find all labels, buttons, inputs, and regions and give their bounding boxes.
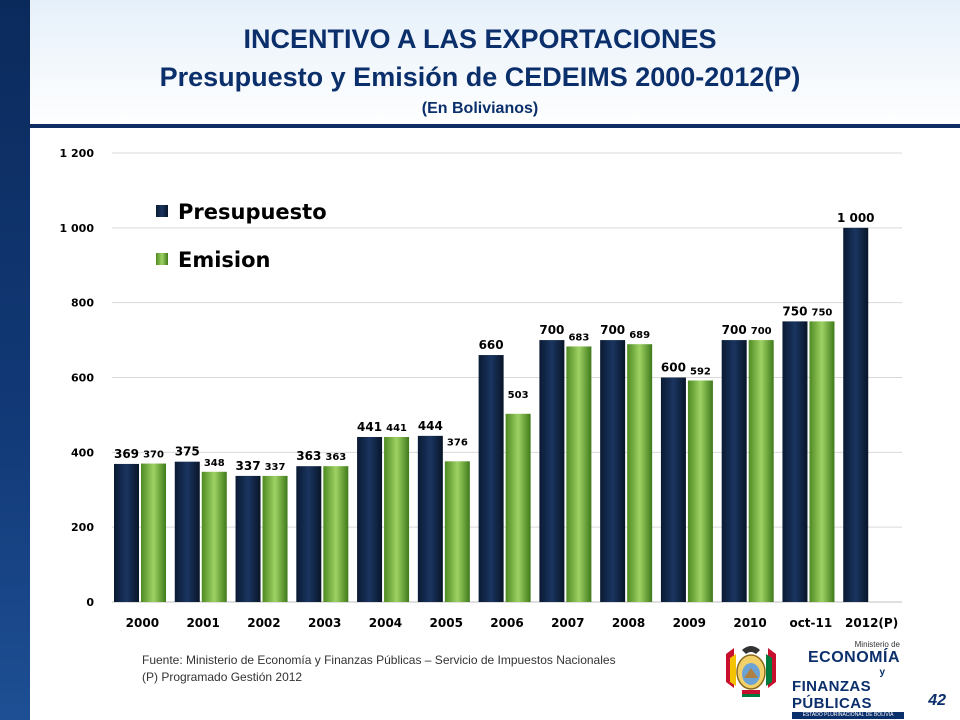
x-tick-label: 2001	[186, 616, 219, 630]
page-title: INCENTIVO A LAS EXPORTACIONES	[243, 24, 717, 54]
data-label-presupuesto: 375	[175, 445, 200, 459]
bar-emision	[505, 413, 531, 602]
data-label-emision: 592	[690, 366, 711, 377]
y-tick-label: 200	[71, 521, 94, 534]
bar-presupuesto	[478, 355, 504, 602]
ministry-finanzas-text: FINANZAS PÚBLICAS	[792, 678, 872, 712]
page-number: 42	[928, 692, 946, 709]
bar-presupuesto	[539, 340, 565, 602]
data-label-emision: 689	[629, 330, 650, 341]
x-tick-label: 2009	[673, 616, 706, 630]
y-tick-label: 1 200	[60, 147, 95, 160]
bar-emision	[262, 475, 288, 602]
x-tick-label: 2000	[126, 616, 159, 630]
bar-emision	[748, 340, 774, 602]
data-label-emision: 348	[204, 458, 225, 469]
data-label-presupuesto: 444	[418, 419, 443, 433]
ministry-economia-text: ECONOMÍA	[808, 649, 900, 666]
x-tick-label: 2006	[490, 616, 523, 630]
data-label-emision: 376	[447, 437, 468, 448]
bar-presupuesto	[782, 321, 808, 602]
data-label-presupuesto: 1 000	[837, 211, 875, 225]
x-tick-label: oct-11	[789, 616, 832, 630]
bar-presupuesto	[660, 377, 686, 602]
bar-presupuesto	[114, 463, 139, 602]
x-tick-label: 2010	[733, 616, 766, 630]
data-label-emision: 503	[508, 390, 529, 401]
data-label-presupuesto: 700	[600, 323, 625, 337]
bar-emision	[566, 346, 592, 602]
bar-chart: 0 200 400 600 800 1 000 1 200 2000 369 370 2001 375…	[60, 147, 902, 630]
legend-swatch-emision	[156, 253, 168, 265]
x-tick-label: 2005	[430, 616, 463, 630]
data-label-presupuesto: 700	[539, 323, 564, 337]
ministry-state-text: ESTADO PLURINACIONAL DE BOLIVIA	[792, 712, 904, 719]
bar-presupuesto	[357, 436, 383, 602]
data-label-emision: 363	[325, 452, 346, 463]
bar-presupuesto	[417, 435, 443, 602]
ministry-y-text: y	[879, 667, 885, 678]
data-label-emision: 700	[751, 326, 772, 337]
bar-emision	[384, 436, 410, 602]
data-label-emision: 683	[568, 332, 589, 343]
y-tick-label: 1 000	[60, 222, 95, 235]
bar-emision	[444, 461, 470, 602]
data-label-emision: 337	[265, 462, 286, 473]
x-tick-label: 2002	[247, 616, 280, 630]
source-note: Fuente: Ministerio de Economía y Finanza…	[142, 652, 616, 686]
x-tick-label: 2003	[308, 616, 341, 630]
data-label-presupuesto: 750	[782, 304, 807, 318]
x-tick-label: 2012(P)	[845, 616, 898, 630]
bar-emision	[627, 344, 653, 602]
data-label-emision: 750	[812, 307, 833, 318]
data-label-emision: 441	[386, 423, 407, 434]
ministry-small-text: Ministerio de	[854, 640, 900, 649]
bar-emision	[687, 380, 713, 602]
x-tick-label: 2008	[612, 616, 645, 630]
bar-emision	[201, 471, 227, 602]
data-label-presupuesto: 441	[357, 420, 382, 434]
bar-presupuesto	[600, 340, 626, 602]
bar-presupuesto	[296, 466, 322, 602]
data-label-presupuesto: 700	[722, 323, 747, 337]
page-subtitle: Presupuesto y Emisión de CEDEIMS 2000-20…	[159, 62, 801, 92]
bar-presupuesto	[174, 461, 200, 602]
left-decorative-strip	[0, 0, 30, 720]
data-label-presupuesto: 337	[236, 459, 261, 473]
data-label-presupuesto: 363	[296, 449, 321, 463]
y-tick-label: 0	[86, 596, 94, 609]
bar-presupuesto	[843, 227, 869, 602]
legend-label-emision: Emision	[178, 248, 271, 272]
y-tick-label: 600	[71, 372, 94, 385]
bar-emision	[323, 466, 349, 602]
title-band	[30, 0, 960, 128]
bolivia-coat-of-arms-icon	[726, 646, 776, 697]
units-note: (En Bolivianos)	[421, 100, 539, 117]
legend-label-presupuesto: Presupuesto	[178, 200, 327, 224]
title-divider	[30, 124, 960, 128]
x-tick-label: 2004	[369, 616, 402, 630]
programmed-note: (P) Programado Gestión 2012	[142, 670, 303, 684]
source-line: Fuente: Ministerio de Economía y Finanza…	[142, 653, 616, 667]
legend-swatch-presupuesto	[156, 205, 168, 217]
bar-presupuesto	[721, 340, 747, 602]
bar-presupuesto	[235, 475, 261, 602]
data-label-presupuesto: 660	[479, 338, 504, 352]
bar-emision	[809, 321, 835, 602]
data-label-presupuesto: 600	[661, 361, 686, 375]
data-label-presupuesto: 369	[114, 447, 139, 461]
data-label-emision: 370	[143, 450, 164, 461]
x-tick-label: 2007	[551, 616, 584, 630]
y-tick-label: 800	[71, 297, 94, 310]
bar-emision	[141, 463, 166, 602]
ministry-logo: Ministerio de ECONOMÍA y FINANZAS PÚBLIC…	[792, 640, 922, 719]
y-tick-label: 400	[71, 446, 94, 459]
